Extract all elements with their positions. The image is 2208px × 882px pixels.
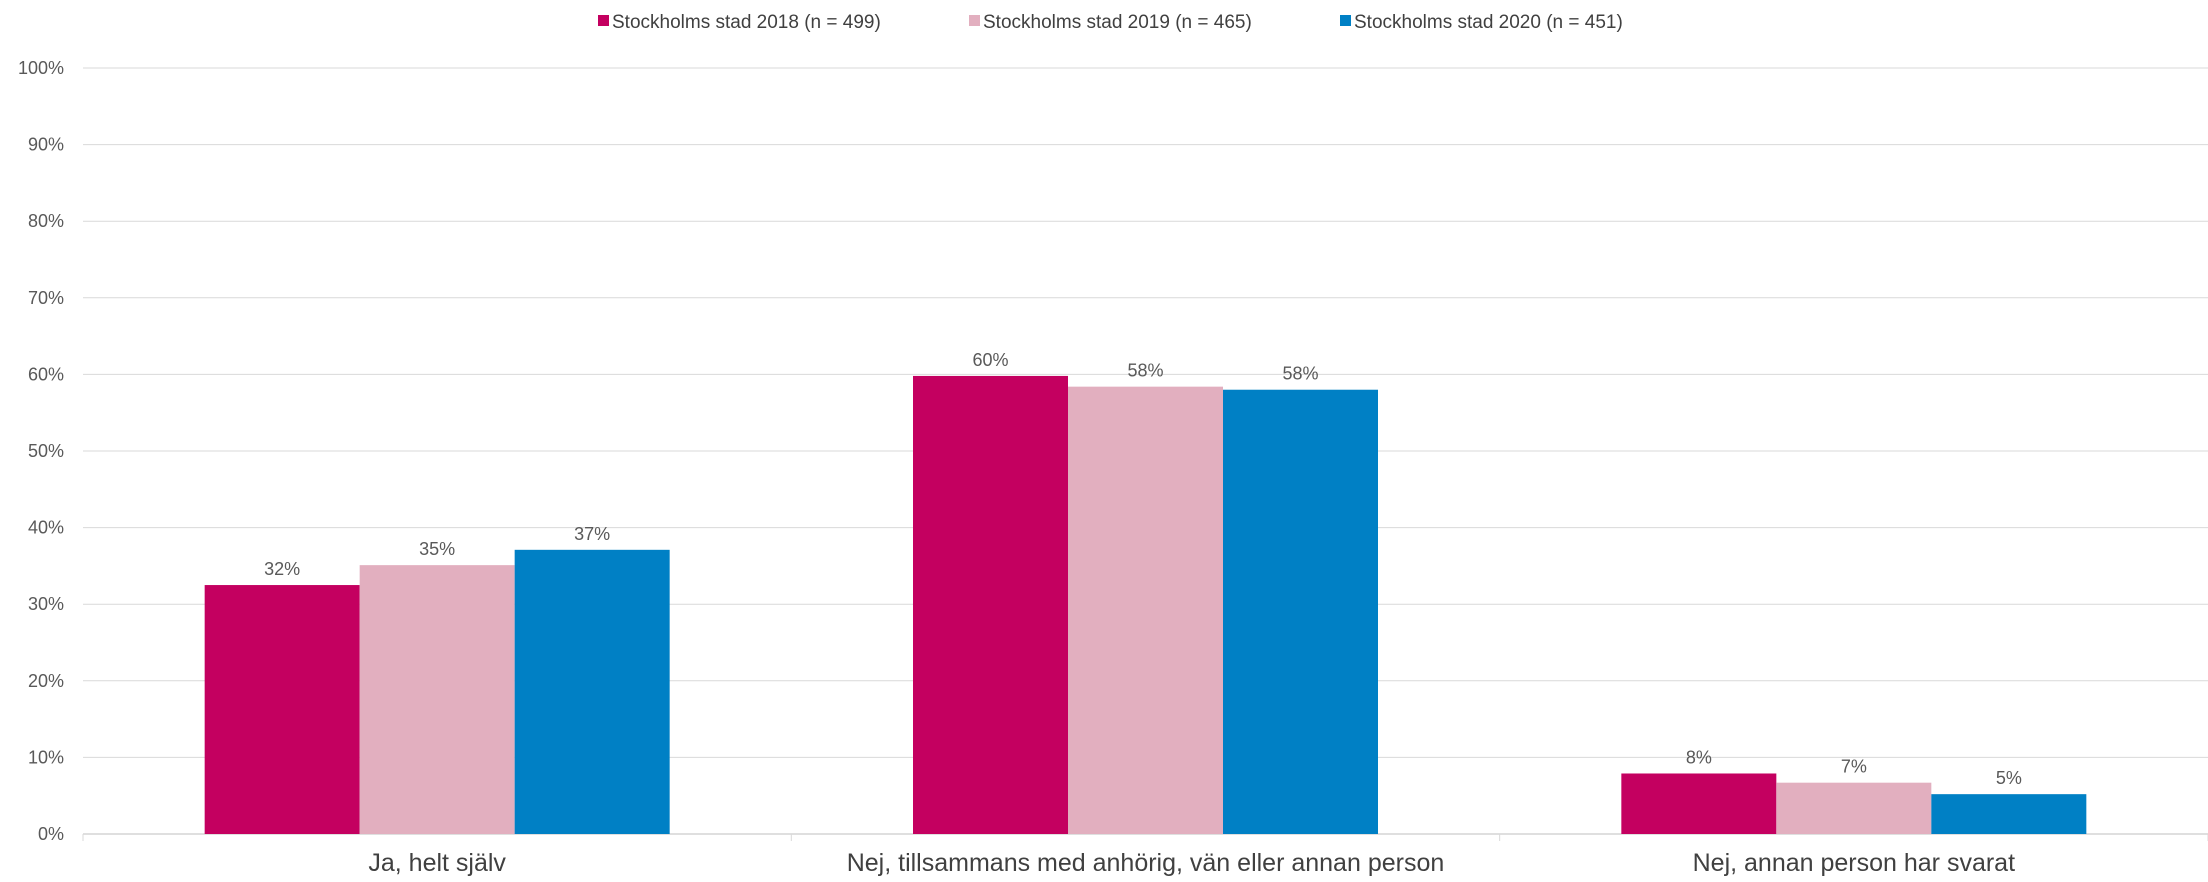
legend-label: Stockholms stad 2020 (n = 451) xyxy=(1354,12,1623,33)
y-tick-label: 90% xyxy=(28,135,64,155)
legend-swatch xyxy=(598,15,609,26)
data-label: 32% xyxy=(264,559,300,579)
bar xyxy=(913,375,1068,834)
category-label: Nej, tillsammans med anhörig, vän eller … xyxy=(847,849,1445,877)
legend: Stockholms stad 2018 (n = 499) Stockholms… xyxy=(598,12,1623,33)
bar xyxy=(1068,386,1223,834)
data-label: 5% xyxy=(1996,768,2022,788)
category-label: Ja, helt själv xyxy=(368,849,506,877)
y-tick-label: 0% xyxy=(38,824,64,844)
data-label: 7% xyxy=(1841,757,1867,777)
data-label: 58% xyxy=(1127,361,1163,381)
bar xyxy=(359,565,515,834)
y-tick-label: 60% xyxy=(28,364,64,384)
category-label: Nej, annan person har svarat xyxy=(1693,849,2015,877)
data-label: 58% xyxy=(1282,364,1318,384)
legend-swatch xyxy=(1340,15,1351,26)
legend-swatch xyxy=(969,15,980,26)
y-tick-label: 80% xyxy=(28,211,64,231)
y-tick-label: 40% xyxy=(28,518,64,538)
labels-layer: 0% 10% 20% 30% 40% 50% 60% 70% 80% 90% 100% 32% 35% 3… xyxy=(18,58,2022,877)
bar xyxy=(1931,794,2087,834)
y-tick-label: 20% xyxy=(28,671,64,691)
legend-label: Stockholms stad 2019 (n = 465) xyxy=(983,12,1252,33)
y-tick-label: 70% xyxy=(28,288,64,308)
y-tick-label: 50% xyxy=(28,441,64,461)
legend-label: Stockholms stad 2018 (n = 499) xyxy=(612,12,881,33)
bar xyxy=(1621,773,1777,834)
bar xyxy=(204,585,360,834)
y-tick-label: 30% xyxy=(28,594,64,614)
bar xyxy=(1223,389,1378,834)
data-label: 37% xyxy=(574,524,610,544)
data-label: 8% xyxy=(1686,747,1712,767)
data-label: 60% xyxy=(972,350,1008,370)
bar xyxy=(514,549,670,834)
bars-layer xyxy=(204,375,2087,834)
bar xyxy=(1776,782,1932,834)
y-tick-label: 100% xyxy=(18,58,64,78)
y-tick-label: 10% xyxy=(28,747,64,767)
data-label: 35% xyxy=(419,539,455,559)
